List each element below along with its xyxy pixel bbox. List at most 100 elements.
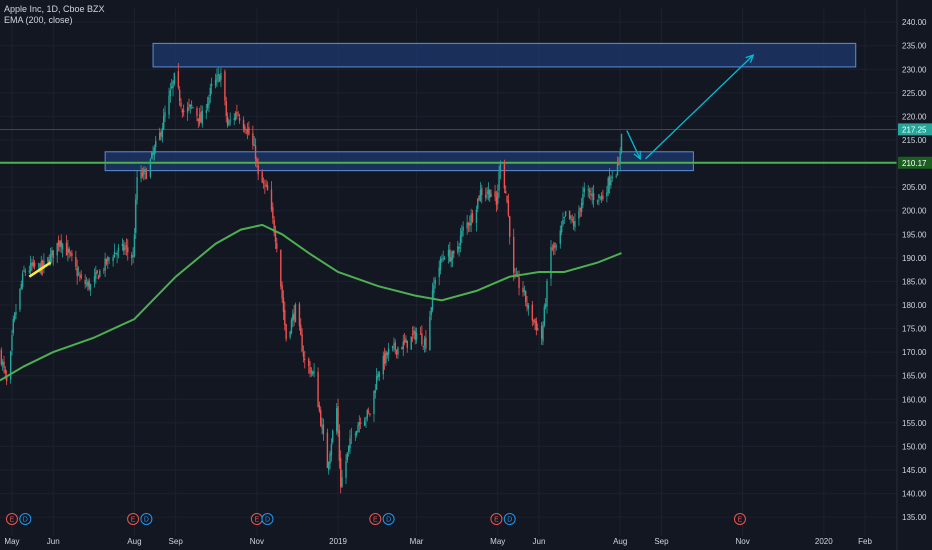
candle-body (329, 453, 331, 464)
candle-body (413, 330, 415, 334)
earnings-marker[interactable]: E (369, 513, 382, 525)
candle-body (406, 340, 408, 348)
time-axis[interactable]: May Jun Aug Sep Nov 2019 Mar May Jun Aug Sep Nov 202… (4, 537, 872, 546)
candle-body (77, 273, 80, 275)
candle-body (467, 223, 470, 226)
candle-body (447, 250, 450, 257)
candle-body (256, 158, 258, 164)
candle-body (284, 310, 286, 325)
candle-body (336, 408, 338, 432)
dividend-marker[interactable]: D (382, 513, 395, 525)
resistance-zones[interactable] (104, 42, 857, 172)
candle-body (200, 111, 202, 123)
horizontal-levels[interactable] (0, 129, 897, 164)
candle-body (550, 247, 552, 279)
candle-body (248, 127, 250, 135)
candle-body (89, 284, 92, 290)
candle-body (196, 107, 198, 116)
event-label: E (373, 517, 378, 524)
candle-body (423, 339, 426, 346)
candle-body (233, 118, 235, 120)
candle-body (606, 192, 608, 197)
earnings-marker[interactable]: E (250, 513, 263, 525)
price-axis-label: 155.00 (902, 419, 927, 428)
candle-body (543, 306, 546, 326)
candle-body (583, 188, 585, 193)
price-axis[interactable]: 135.00 140.00 145.00 150.00 155.00 160.00 165.… (896, 0, 927, 550)
candle-body (402, 341, 404, 349)
candle-body (410, 336, 412, 350)
dividend-marker[interactable]: D (19, 513, 32, 525)
candle-body (238, 117, 241, 121)
candle-body (443, 257, 446, 260)
candle-body (216, 75, 218, 82)
candle-body (162, 116, 165, 130)
time-axis-label: 2020 (815, 537, 833, 546)
candle-body (373, 390, 375, 414)
candle-body (523, 289, 526, 292)
candle-body (354, 434, 357, 436)
candle-body (321, 425, 323, 429)
candle-body (433, 284, 435, 293)
earnings-marker[interactable]: E (490, 513, 503, 525)
event-label: E (738, 517, 743, 524)
candle-body (419, 334, 422, 335)
candle-body (68, 248, 70, 253)
trendline-drawing[interactable] (28, 261, 52, 278)
candle-body (387, 348, 390, 355)
dividend-marker[interactable]: D (503, 513, 516, 525)
candle-body (214, 79, 217, 86)
candle-body (453, 250, 455, 254)
candle-body (79, 275, 81, 277)
candle-body (12, 318, 15, 333)
candle-body (189, 104, 192, 108)
candle-body (123, 244, 125, 251)
candle-body (29, 263, 32, 272)
candle-body (96, 270, 98, 274)
candle-body (490, 193, 492, 197)
event-circle (733, 513, 746, 525)
candle-body (366, 410, 369, 418)
candle-body (374, 390, 377, 393)
candle-body (125, 245, 128, 248)
earnings-marker[interactable]: E (5, 513, 18, 525)
price-axis-label: 215.00 (902, 136, 927, 145)
candle-body (346, 452, 349, 461)
candle-body (197, 118, 199, 122)
event-circle (490, 513, 503, 525)
candle-body (322, 424, 325, 434)
candle-body (598, 194, 600, 199)
symbol-title[interactable]: Apple Inc, 1D, Cboe BZX (4, 4, 105, 14)
candle-body (587, 189, 589, 191)
candle-body (386, 352, 388, 356)
candle-body (304, 358, 306, 360)
event-circle (127, 513, 140, 525)
candle-body (56, 242, 58, 256)
candle-body (439, 258, 442, 271)
dividend-marker[interactable]: D (140, 513, 153, 525)
time-axis-label: Nov (250, 537, 264, 546)
candle-body (5, 375, 8, 382)
candle-body (458, 246, 460, 249)
candle-body (367, 411, 370, 413)
dividend-marker[interactable]: D (261, 513, 274, 525)
earnings-marker[interactable]: E (127, 513, 140, 525)
candle-body (164, 112, 166, 117)
candle-body (161, 128, 164, 138)
candle-body (155, 141, 157, 148)
event-label: E (131, 517, 136, 524)
candle-body (49, 253, 52, 264)
candle-body (282, 297, 285, 312)
indicator-label[interactable]: EMA (200, close) (4, 15, 73, 25)
candle-body (499, 163, 502, 172)
time-axis-label: 2019 (329, 537, 347, 546)
arrow-drawings[interactable] (626, 54, 755, 161)
earnings-marker[interactable]: E (733, 513, 746, 525)
candle-body (328, 461, 330, 471)
event-circle (140, 513, 153, 525)
event-label: E (10, 517, 15, 524)
candle-body (168, 95, 170, 115)
